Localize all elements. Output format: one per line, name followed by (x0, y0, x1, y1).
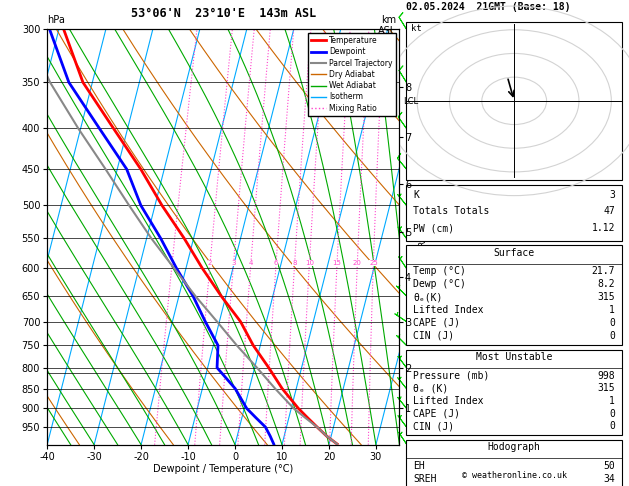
Text: PW (cm): PW (cm) (413, 224, 454, 233)
Text: © weatheronline.co.uk: © weatheronline.co.uk (462, 471, 567, 480)
FancyBboxPatch shape (406, 245, 622, 345)
FancyBboxPatch shape (406, 440, 622, 486)
Text: θₑ (K): θₑ (K) (413, 383, 448, 393)
Text: Mixing Ratio (g/kg): Mixing Ratio (g/kg) (419, 197, 428, 277)
Text: 8: 8 (292, 260, 297, 265)
Text: SREH: SREH (413, 474, 437, 484)
Legend: Temperature, Dewpoint, Parcel Trajectory, Dry Adiabat, Wet Adiabat, Isotherm, Mi: Temperature, Dewpoint, Parcel Trajectory… (308, 33, 396, 116)
Text: 6: 6 (274, 260, 279, 265)
Text: θₑ(K): θₑ(K) (413, 292, 443, 302)
FancyBboxPatch shape (406, 185, 622, 241)
Text: 3: 3 (610, 190, 615, 200)
Text: 3: 3 (231, 260, 236, 265)
Text: 15: 15 (333, 260, 342, 265)
Text: CAPE (J): CAPE (J) (413, 318, 460, 328)
Text: Lifted Index: Lifted Index (413, 305, 484, 315)
Text: Lifted Index: Lifted Index (413, 396, 484, 406)
Text: Temp (°C): Temp (°C) (413, 266, 466, 277)
Text: 1.12: 1.12 (592, 224, 615, 233)
Text: LCL: LCL (403, 97, 418, 105)
Text: km
ASL: km ASL (378, 15, 396, 36)
Text: 34: 34 (603, 474, 615, 484)
Text: 0: 0 (610, 318, 615, 328)
Text: K: K (413, 190, 419, 200)
Text: Totals Totals: Totals Totals (413, 207, 489, 216)
Text: Pressure (mb): Pressure (mb) (413, 371, 489, 381)
Text: Dewp (°C): Dewp (°C) (413, 279, 466, 289)
Text: 20: 20 (353, 260, 362, 265)
Text: 02.05.2024  21GMT (Base: 18): 02.05.2024 21GMT (Base: 18) (406, 2, 571, 13)
Text: 1: 1 (170, 260, 174, 265)
FancyBboxPatch shape (406, 350, 622, 435)
Text: 8.2: 8.2 (598, 279, 615, 289)
Text: 2: 2 (208, 260, 213, 265)
Text: EH: EH (413, 461, 425, 471)
Text: Most Unstable: Most Unstable (476, 352, 552, 363)
FancyBboxPatch shape (406, 22, 622, 180)
Text: 50: 50 (603, 461, 615, 471)
Text: 25: 25 (369, 260, 378, 265)
Text: 0: 0 (610, 409, 615, 418)
Text: 21.7: 21.7 (592, 266, 615, 277)
Text: Surface: Surface (494, 248, 535, 258)
Text: kt: kt (411, 24, 421, 34)
Text: 315: 315 (598, 383, 615, 393)
Text: 315: 315 (598, 292, 615, 302)
Text: 0: 0 (610, 331, 615, 341)
Text: 1: 1 (610, 305, 615, 315)
Text: CIN (J): CIN (J) (413, 331, 454, 341)
Text: CAPE (J): CAPE (J) (413, 409, 460, 418)
Text: hPa: hPa (47, 15, 65, 25)
Text: 998: 998 (598, 371, 615, 381)
Text: 10: 10 (305, 260, 314, 265)
Text: 53°06'N  23°10'E  143m ASL: 53°06'N 23°10'E 143m ASL (131, 7, 316, 20)
Text: 0: 0 (610, 421, 615, 431)
Text: 4: 4 (248, 260, 253, 265)
Text: CIN (J): CIN (J) (413, 421, 454, 431)
X-axis label: Dewpoint / Temperature (°C): Dewpoint / Temperature (°C) (153, 465, 293, 474)
Text: Hodograph: Hodograph (487, 442, 541, 452)
Text: 47: 47 (603, 207, 615, 216)
Text: 1: 1 (610, 396, 615, 406)
